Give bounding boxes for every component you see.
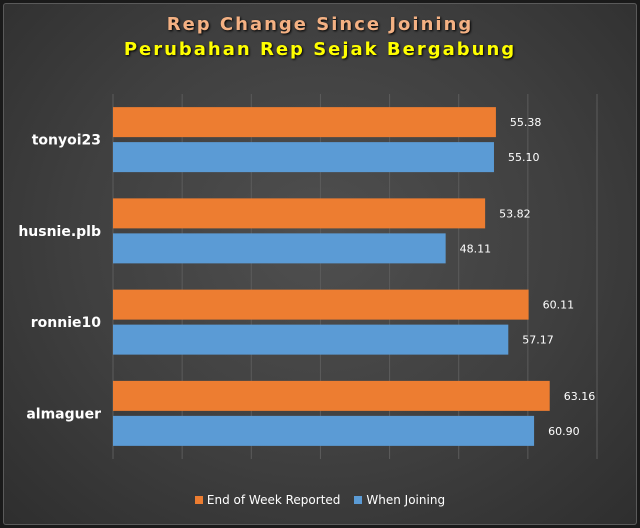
bar-end-of-week xyxy=(113,107,496,138)
legend-swatch-blue xyxy=(354,496,363,504)
data-label: 55.38 xyxy=(510,116,542,129)
legend-item-when-joining: When Joining xyxy=(354,493,445,507)
chart-subtitle: Perubahan Rep Sejak Bergabung xyxy=(123,39,517,60)
category-label: almaguer xyxy=(26,406,101,422)
bar-when-joining xyxy=(113,142,494,173)
bar-end-of-week xyxy=(113,289,529,320)
category-label: ronnie10 xyxy=(31,315,101,331)
category-label: tonyoi23 xyxy=(32,133,101,149)
legend-label-when-joining: When Joining xyxy=(366,493,446,507)
data-label: 53.82 xyxy=(499,207,530,220)
bar-end-of-week xyxy=(113,380,550,411)
bar-when-joining xyxy=(113,233,446,264)
category-label: husnie.plb xyxy=(18,224,101,240)
chart-title: Rep Change Since Joining xyxy=(166,14,474,35)
data-label: 48.11 xyxy=(460,242,492,255)
legend-label-end-of-week: End of Week Reported xyxy=(206,493,341,507)
data-label: 55.10 xyxy=(508,151,540,164)
legend-item-end-of-week: End of Week Reported xyxy=(194,493,341,507)
data-label: 60.11 xyxy=(543,299,575,312)
bar-when-joining xyxy=(113,415,535,446)
bar-when-joining xyxy=(113,324,509,355)
legend: End of Week Reported When Joining xyxy=(0,493,640,507)
bar-end-of-week xyxy=(113,198,486,229)
legend-swatch-orange xyxy=(194,496,203,504)
data-label: 57.17 xyxy=(522,334,554,347)
data-label: 63.16 xyxy=(564,390,596,403)
data-label: 60.90 xyxy=(548,425,580,438)
